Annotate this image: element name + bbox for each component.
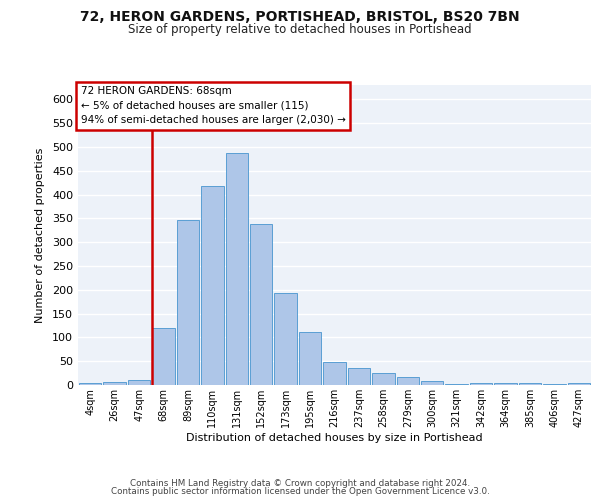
Bar xyxy=(421,380,443,385)
Text: 72 HERON GARDENS: 68sqm
← 5% of detached houses are smaller (115)
94% of semi-de: 72 HERON GARDENS: 68sqm ← 5% of detached… xyxy=(80,86,346,126)
Bar xyxy=(103,382,126,385)
Bar xyxy=(299,332,322,385)
Bar xyxy=(79,382,101,385)
Bar xyxy=(201,186,224,385)
Bar xyxy=(397,377,419,385)
Text: 72, HERON GARDENS, PORTISHEAD, BRISTOL, BS20 7BN: 72, HERON GARDENS, PORTISHEAD, BRISTOL, … xyxy=(80,10,520,24)
Text: Size of property relative to detached houses in Portishead: Size of property relative to detached ho… xyxy=(128,22,472,36)
Bar xyxy=(445,384,468,385)
Bar xyxy=(152,328,175,385)
Bar xyxy=(470,382,493,385)
Bar xyxy=(518,383,541,385)
Bar xyxy=(128,380,151,385)
Y-axis label: Number of detached properties: Number of detached properties xyxy=(35,148,45,322)
X-axis label: Distribution of detached houses by size in Portishead: Distribution of detached houses by size … xyxy=(186,432,483,442)
Bar xyxy=(250,224,272,385)
Bar xyxy=(176,220,199,385)
Bar xyxy=(372,372,395,385)
Bar xyxy=(543,384,566,385)
Bar xyxy=(568,382,590,385)
Text: Contains public sector information licensed under the Open Government Licence v3: Contains public sector information licen… xyxy=(110,487,490,496)
Bar xyxy=(494,383,517,385)
Bar xyxy=(323,362,346,385)
Bar xyxy=(226,153,248,385)
Text: Contains HM Land Registry data © Crown copyright and database right 2024.: Contains HM Land Registry data © Crown c… xyxy=(130,478,470,488)
Bar xyxy=(347,368,370,385)
Bar xyxy=(274,293,297,385)
